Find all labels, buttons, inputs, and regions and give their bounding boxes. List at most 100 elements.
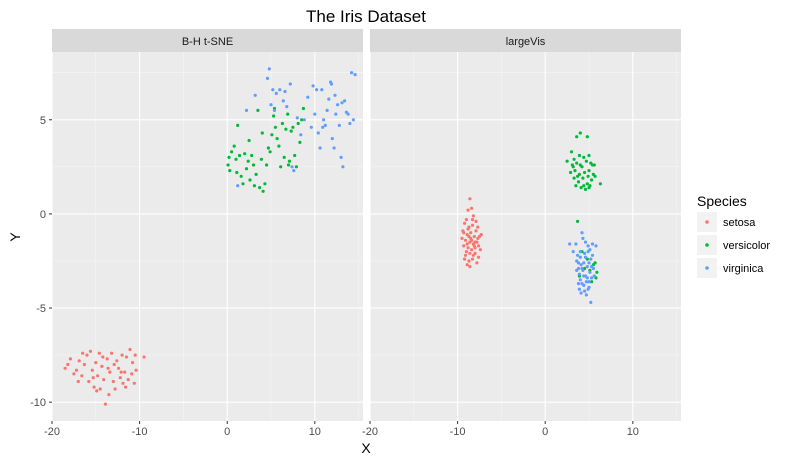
data-point-versicolor <box>595 270 599 274</box>
series-setosa <box>63 347 146 406</box>
data-point-setosa <box>462 231 466 235</box>
data-point-virginica <box>590 253 595 257</box>
data-point-versicolor <box>258 186 262 190</box>
data-point-virginica <box>587 280 591 284</box>
data-point-virginica <box>295 116 299 120</box>
data-point-versicolor <box>593 174 597 178</box>
data-point-versicolor <box>265 163 269 167</box>
data-point-virginica <box>292 169 296 173</box>
facet-strip <box>370 29 681 52</box>
data-point-setosa <box>465 242 469 246</box>
legend-marker-virginica <box>705 266 709 270</box>
data-point-setosa <box>100 364 104 368</box>
data-point-setosa <box>464 218 468 222</box>
data-point-setosa <box>462 244 466 248</box>
data-point-setosa <box>121 381 125 385</box>
facet-panel: B-H t-SNE -20 -10 0 10 -10 -5 0 5 <box>30 29 363 438</box>
data-point-virginica <box>576 261 581 265</box>
data-point-virginica <box>580 266 584 271</box>
data-point-virginica <box>580 282 584 286</box>
data-point-setosa <box>82 362 86 367</box>
data-point-setosa <box>128 347 132 352</box>
data-point-versicolor <box>575 135 579 139</box>
data-point-versicolor <box>270 133 274 137</box>
data-point-virginica <box>578 278 582 282</box>
data-point-virginica <box>313 112 317 116</box>
data-point-setosa <box>477 244 481 248</box>
data-point-versicolor <box>284 127 288 131</box>
data-point-virginica <box>299 133 303 137</box>
data-point-versicolor <box>571 165 575 169</box>
data-point-versicolor <box>578 163 582 167</box>
data-point-virginica <box>585 276 589 280</box>
data-point-versicolor <box>275 137 279 141</box>
data-point-setosa <box>470 206 474 210</box>
data-point-versicolor <box>246 159 250 163</box>
data-point-setosa <box>92 385 96 389</box>
data-point-versicolor <box>296 121 300 126</box>
data-point-virginica <box>585 265 589 269</box>
data-point-virginica <box>236 184 240 188</box>
data-point-setosa <box>475 261 479 265</box>
data-point-versicolor <box>273 125 277 129</box>
data-point-versicolor <box>230 150 234 154</box>
data-point-setosa <box>81 351 85 355</box>
data-point-setosa <box>97 351 101 355</box>
data-point-versicolor <box>581 176 585 180</box>
data-point-setosa <box>107 393 111 397</box>
data-point-virginica <box>578 250 582 254</box>
legend-label-setosa: setosa <box>723 217 756 229</box>
data-point-setosa <box>468 197 472 201</box>
data-point-setosa <box>468 265 472 269</box>
data-point-versicolor <box>576 180 581 184</box>
data-point-versicolor <box>277 144 281 148</box>
data-point-virginica <box>571 250 575 254</box>
data-point-virginica <box>244 108 249 112</box>
x-tick-label: -20 <box>362 426 378 438</box>
data-point-virginica <box>340 101 344 105</box>
data-point-versicolor <box>587 186 591 190</box>
data-point-virginica <box>586 287 590 291</box>
data-point-virginica <box>330 137 334 141</box>
data-point-virginica <box>339 155 343 159</box>
data-point-versicolor <box>239 174 243 178</box>
x-tick-label: 0 <box>542 426 548 438</box>
data-point-setosa <box>460 236 464 240</box>
data-point-versicolor <box>294 165 298 169</box>
data-point-setosa <box>465 263 469 267</box>
data-point-setosa <box>479 233 483 237</box>
data-point-virginica <box>281 99 285 103</box>
data-point-virginica <box>306 95 310 99</box>
data-point-setosa <box>94 361 98 365</box>
data-point-versicolor <box>572 157 576 161</box>
data-point-setosa <box>105 357 109 361</box>
data-point-versicolor <box>251 163 256 167</box>
data-point-versicolor <box>287 159 291 163</box>
data-point-versicolor <box>585 182 589 186</box>
data-point-virginica <box>583 289 587 293</box>
data-point-versicolor <box>227 155 231 159</box>
data-point-setosa <box>467 234 471 239</box>
data-point-virginica <box>575 268 579 272</box>
data-point-versicolor <box>241 182 245 186</box>
data-point-setosa <box>476 225 480 229</box>
series-virginica <box>568 231 598 304</box>
data-point-setosa <box>91 376 95 380</box>
data-point-setosa <box>63 366 67 370</box>
data-point-setosa <box>470 248 474 252</box>
data-point-setosa <box>463 257 467 261</box>
facet-strip <box>52 29 363 52</box>
data-point-setosa <box>470 257 475 261</box>
data-point-setosa <box>470 218 475 222</box>
data-point-virginica <box>318 146 322 150</box>
data-point-virginica <box>590 265 594 269</box>
data-point-versicolor <box>247 138 251 143</box>
data-point-versicolor <box>573 169 577 173</box>
data-point-virginica <box>581 236 585 240</box>
data-point-virginica <box>320 88 324 92</box>
data-point-setosa <box>96 374 100 378</box>
data-point-versicolor <box>590 178 594 182</box>
data-point-versicolor <box>583 170 587 175</box>
data-point-versicolor <box>565 159 569 163</box>
data-point-setosa <box>469 231 473 235</box>
